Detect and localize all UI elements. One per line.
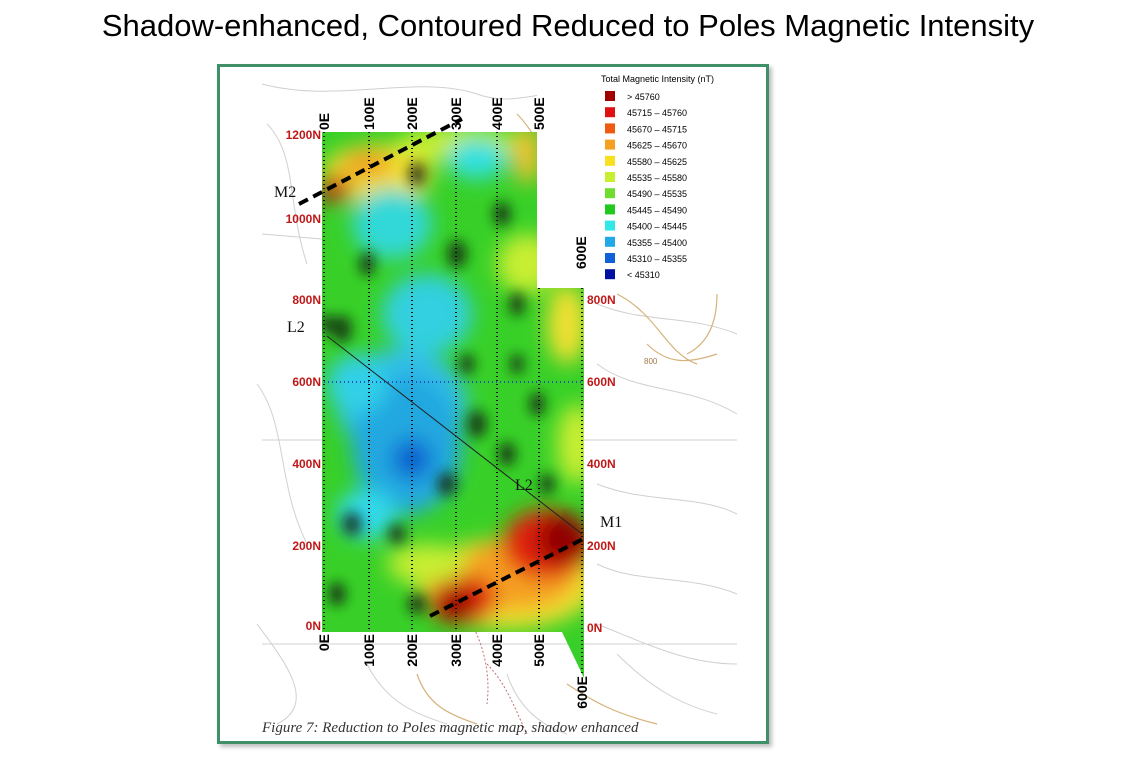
northing-label: 600N	[292, 375, 321, 389]
northing-label: 200N	[587, 539, 616, 553]
legend-label: 45490 – 45535	[627, 189, 687, 199]
easting-label: 300E	[448, 97, 464, 130]
northing-labels-left: 1200N 1000N 800N 600N 400N 200N 0N	[286, 128, 321, 633]
contour-label-800: 800	[644, 357, 658, 366]
legend-swatch	[605, 139, 615, 150]
figure-caption: Figure 7: Reduction to Poles magnetic ma…	[262, 720, 639, 736]
legend-label: 45715 – 45760	[627, 108, 687, 118]
northing-label: 200N	[292, 539, 321, 553]
legend-swatch	[605, 204, 615, 215]
m1-profile-line	[429, 536, 586, 618]
legend-swatch	[605, 188, 615, 199]
m1-label: M1	[600, 514, 622, 531]
l2-start-label: L2	[287, 319, 305, 336]
legend-swatch	[605, 155, 615, 166]
legend-label: 45400 – 45445	[627, 222, 687, 232]
northing-labels-right: 800N 600N 400N 200N 0N	[587, 293, 616, 635]
legend-swatch	[605, 172, 615, 182]
easting-label: 200E	[404, 97, 420, 130]
legend-swatch	[605, 220, 615, 231]
legend-swatch	[605, 107, 615, 118]
easting-label: 100E	[361, 634, 377, 667]
legend-swatch	[605, 91, 615, 101]
northing-label: 0N	[306, 619, 321, 633]
legend-label: 45625 – 45670	[627, 141, 687, 151]
legend-label: 45355 – 45400	[627, 238, 687, 248]
legend-label: < 45310	[627, 270, 660, 280]
easting-label: 500E	[531, 634, 547, 667]
m2-label: M2	[274, 184, 296, 201]
easting-labels-top: 0E 100E 200E 300E 400E 500E 600E	[316, 97, 589, 269]
legend-label: 45310 – 45355	[627, 254, 687, 264]
m2-profile-line	[298, 117, 463, 206]
easting-label: 600E	[574, 676, 590, 709]
northing-label: 800N	[292, 293, 321, 307]
legend-swatch	[605, 253, 615, 263]
northing-label: 800N	[587, 293, 616, 307]
legend-title: Total Magnetic Intensity (nT)	[601, 74, 714, 84]
legend-swatch	[605, 236, 615, 247]
legend-label: 45670 – 45715	[627, 124, 687, 134]
easting-label: 0E	[316, 634, 332, 651]
easting-label: 100E	[361, 97, 377, 130]
easting-label: 400E	[489, 97, 505, 130]
legend-label: 45445 – 45490	[627, 205, 687, 215]
northing-label: 400N	[292, 457, 321, 471]
survey-lines	[323, 132, 583, 674]
northing-label: 1000N	[286, 212, 321, 226]
legend-swatch	[605, 123, 615, 134]
legend-label: 45535 – 45580	[627, 173, 687, 183]
legend-items: > 45760 45715 – 45760 45670 – 45715 45625 –…	[605, 91, 687, 280]
legend-label: > 45760	[627, 92, 660, 102]
legend-swatch	[605, 269, 615, 280]
legend-label: 45580 – 45625	[627, 157, 687, 167]
page-title: Shadow-enhanced, Contoured Reduced to Po…	[101, 8, 1035, 43]
easting-label: 300E	[448, 634, 464, 667]
magnetic-map: 800	[256, 68, 742, 735]
easting-label: 200E	[404, 634, 420, 667]
legend: Total Magnetic Intensity (nT) > 45760 457…	[537, 68, 742, 288]
easting-label: 0E	[316, 113, 332, 130]
easting-label: 500E	[531, 97, 547, 130]
l2-end-label: L2	[515, 477, 533, 494]
l2-profile-line	[326, 335, 583, 535]
northing-label: 400N	[587, 457, 616, 471]
northing-label: 600N	[587, 375, 616, 389]
easting-label: 600E	[573, 236, 589, 269]
easting-label: 400E	[489, 634, 505, 667]
legend-background	[537, 68, 742, 288]
northing-label: 0N	[587, 621, 602, 635]
easting-labels-bottom: 0E 100E 200E 300E 400E 500E 600E	[316, 634, 590, 709]
northing-label: 1200N	[286, 128, 321, 142]
